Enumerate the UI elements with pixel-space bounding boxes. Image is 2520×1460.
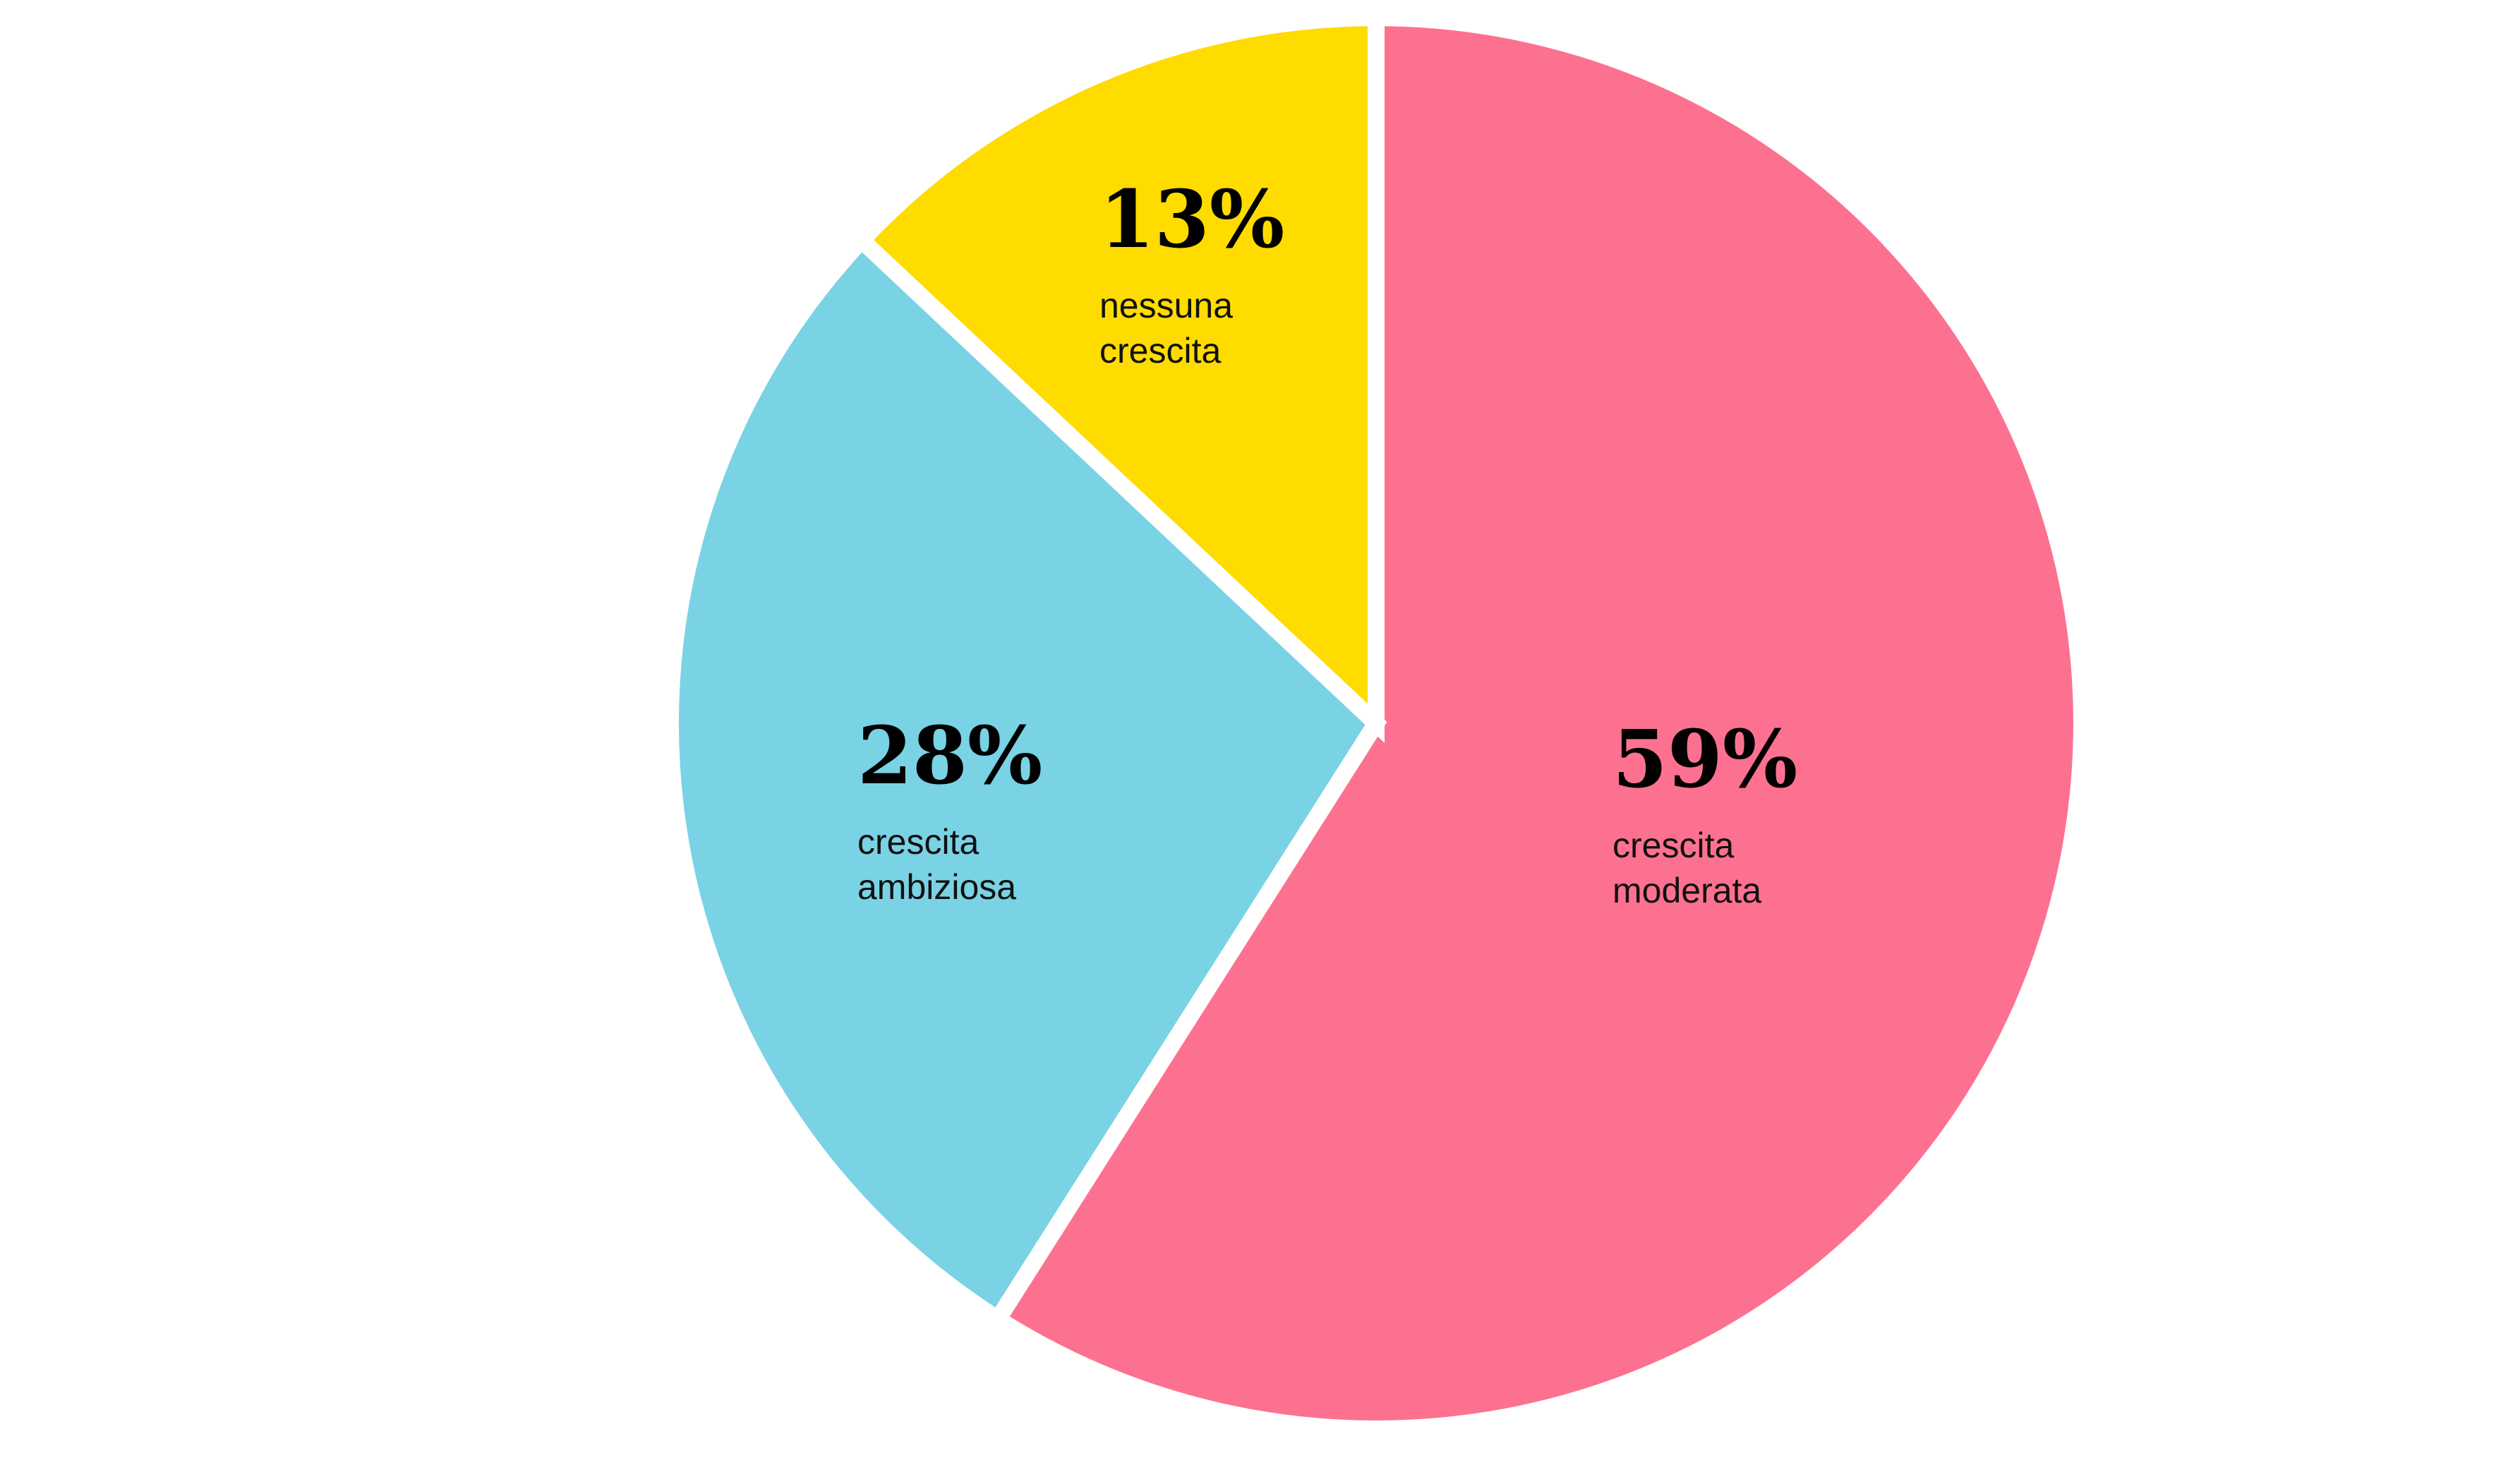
pie-slice-1 bbox=[986, 8, 2090, 1437]
slice-label-group-2: 28% crescita ambiziosa bbox=[857, 710, 1042, 907]
slice-description-line: ambiziosa bbox=[857, 867, 1016, 907]
slice-description-line: nessuna bbox=[1099, 286, 1233, 325]
slice-label-group-1: 59% crescita moderata bbox=[1612, 713, 1797, 910]
slice-description-line: moderata bbox=[1612, 871, 1761, 910]
slice-label-group-3: 13% nessuna crescita bbox=[1099, 174, 1284, 370]
pie-slice-2 bbox=[662, 228, 1387, 1331]
pie-slice-3 bbox=[850, 8, 1385, 743]
slices-layer bbox=[662, 8, 2090, 1437]
slice-percentage-label: 59% bbox=[1612, 713, 1797, 806]
slice-description-line: crescita bbox=[1099, 331, 1221, 370]
labels-layer: 59% crescita moderata 28% crescita ambiziosa 1… bbox=[857, 174, 1797, 910]
slice-description-line: crescita bbox=[857, 822, 979, 862]
slice-percentage-label: 13% bbox=[1099, 174, 1284, 266]
slice-description-line: crescita bbox=[1612, 826, 1734, 865]
slice-percentage-label: 28% bbox=[857, 710, 1042, 802]
